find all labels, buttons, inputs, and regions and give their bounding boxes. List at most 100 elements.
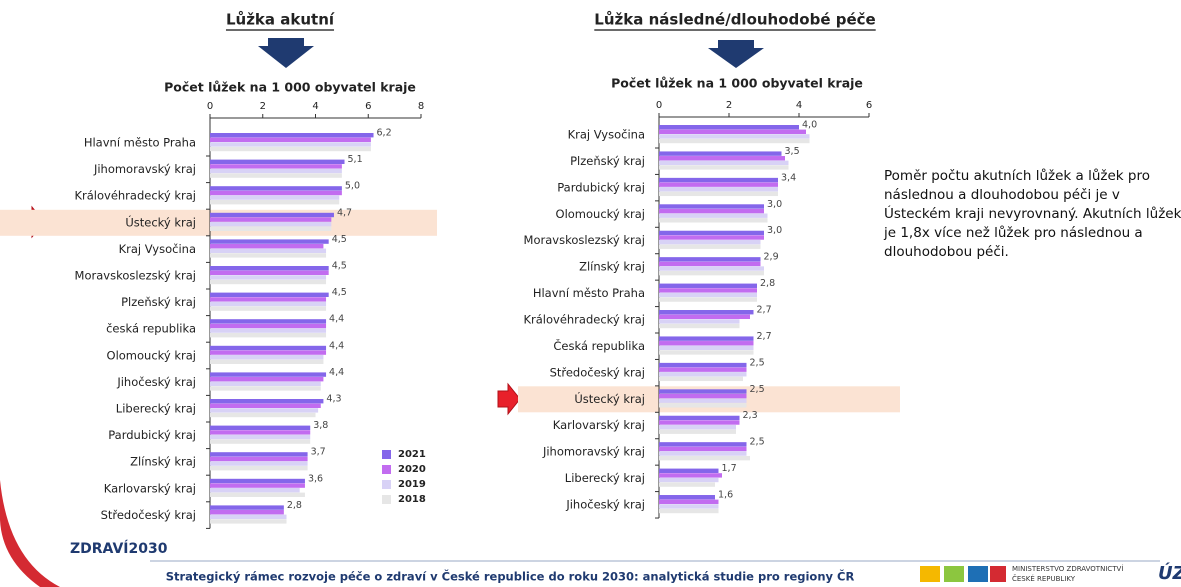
chart-title: Počet lůžek na 1 000 obyvatel kraje [164, 80, 416, 95]
bar [210, 355, 324, 360]
bar [659, 156, 785, 161]
bar [659, 235, 764, 240]
bar [210, 301, 327, 307]
bar [659, 367, 747, 372]
bar [210, 133, 374, 138]
value-label: 2,5 [750, 437, 765, 448]
bar [210, 222, 332, 227]
bar [659, 297, 757, 302]
bar [659, 398, 747, 403]
bar [659, 446, 747, 452]
bar [659, 482, 715, 487]
bar [210, 461, 308, 466]
bar [659, 473, 722, 478]
value-label: 3,6 [308, 473, 323, 484]
bar [659, 393, 747, 399]
bar [210, 248, 327, 253]
bar [210, 164, 342, 169]
bar [659, 230, 764, 236]
value-label: 4,4 [329, 367, 344, 378]
legend-label: 2018 [398, 494, 426, 505]
bar [659, 495, 715, 500]
bar [659, 270, 764, 276]
y-tick-label: Liberecký kraj [116, 402, 196, 416]
bar [659, 468, 719, 473]
bar [659, 424, 736, 430]
value-label: 4,4 [329, 314, 344, 325]
bar [659, 204, 764, 209]
bar [659, 261, 761, 267]
footer-text: Strategický rámec rozvoje péče o zdraví … [166, 569, 855, 584]
y-tick-label: česká republika [106, 322, 196, 336]
y-tick-label: Pardubický kraj [557, 180, 645, 194]
value-label: 4,5 [332, 234, 347, 245]
y-tick-label: Plzeňský kraj [570, 154, 645, 168]
value-label: 2,8 [760, 278, 775, 289]
value-label: 3,8 [313, 420, 328, 431]
y-tick-label: Zlínský kraj [130, 455, 196, 469]
y-tick-label: Moravskoslezský kraj [524, 233, 645, 247]
down-arrow [718, 40, 754, 49]
y-tick-label: Pardubický kraj [108, 428, 196, 442]
y-tick-label: Hlavní město Praha [533, 286, 645, 300]
ministry: ČESKÉ REPUBLIKY [1012, 574, 1076, 583]
bar [210, 492, 305, 497]
y-tick-label: Jihomoravský kraj [93, 162, 196, 176]
y-tick-label: Olomoucký kraj [107, 348, 196, 362]
bar [210, 403, 321, 408]
x-tick-label: 2 [726, 100, 732, 111]
bar [210, 195, 340, 200]
value-label: 4,5 [332, 287, 347, 298]
value-label: 4,3 [326, 394, 341, 405]
bar [210, 439, 311, 444]
down-arrow [268, 38, 304, 47]
bar [659, 442, 747, 447]
y-tick-label: Ústecký kraj [574, 391, 645, 406]
bar [210, 200, 340, 205]
bar [210, 173, 342, 178]
bar [210, 434, 311, 440]
legend-swatch [382, 480, 391, 489]
y-tick-label: Olomoucký kraj [556, 207, 645, 221]
bar [210, 217, 332, 222]
bar [659, 266, 764, 271]
bar [659, 182, 778, 187]
bar [659, 508, 719, 514]
bar [210, 399, 324, 404]
bar [659, 125, 799, 130]
value-label: 2,5 [750, 384, 765, 395]
bar [659, 336, 754, 341]
bar [210, 333, 327, 338]
bar [210, 514, 287, 519]
value-label: 4,7 [337, 207, 352, 218]
y-tick-label: Hlavní město Praha [84, 136, 196, 150]
bar [210, 345, 327, 351]
bar [659, 323, 740, 329]
y-tick-label: Ústecký kraj [125, 214, 196, 229]
mz-logo [990, 566, 1006, 582]
bar [659, 376, 743, 382]
bar [659, 451, 747, 456]
bar [659, 389, 747, 394]
bar [210, 186, 342, 191]
bar [210, 430, 311, 435]
bar [210, 483, 305, 488]
bar [210, 359, 324, 364]
bar [659, 504, 719, 509]
x-tick-label: 2 [260, 101, 266, 112]
bar [210, 190, 342, 196]
legend-label: 2019 [398, 479, 426, 490]
bar [659, 208, 764, 214]
bar [659, 213, 768, 218]
y-tick-label: Královéhradecký kraj [523, 313, 645, 327]
value-label: 3,5 [785, 146, 800, 157]
bar [659, 129, 806, 134]
bar [659, 288, 757, 293]
bar [210, 510, 284, 515]
bar [210, 386, 321, 391]
value-label: 4,5 [332, 261, 347, 272]
y-tick-label: Karlovarský kraj [553, 418, 645, 432]
bar [210, 425, 311, 430]
bar [210, 137, 371, 142]
value-label: 6,2 [377, 128, 392, 139]
